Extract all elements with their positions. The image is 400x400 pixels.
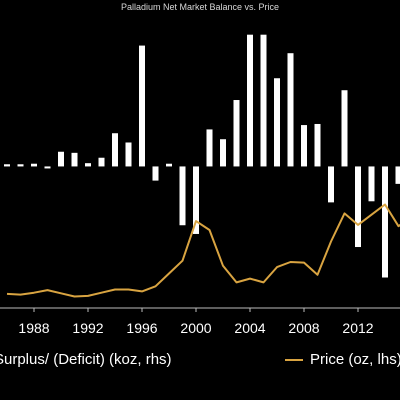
- bar-1989: [44, 166, 51, 169]
- bar-1994: [112, 133, 118, 167]
- bar-1996: [139, 45, 145, 167]
- x-tick-label-2000: 2000: [180, 320, 211, 336]
- bar-2000: [193, 166, 199, 234]
- bar-2014: [382, 166, 388, 278]
- bar-1987: [17, 164, 24, 167]
- x-tick-label-2012: 2012: [342, 320, 373, 336]
- bar-1997: [152, 166, 159, 181]
- bar-1992: [85, 163, 91, 167]
- price-line: [6, 203, 400, 298]
- bar-2004: [247, 34, 253, 167]
- bar-1991: [71, 152, 78, 167]
- x-tick-label-1992: 1992: [72, 320, 103, 336]
- legend-price: Price (oz, lhs): [285, 351, 400, 368]
- legend-price-swatch: [285, 358, 303, 361]
- bar-2006: [274, 78, 280, 167]
- bar-1990: [58, 151, 64, 167]
- x-tick-label-2008: 2008: [288, 320, 319, 336]
- bar-2005: [260, 34, 267, 167]
- bar-2010: [328, 166, 334, 203]
- legend-price-label: Price (oz, lhs): [310, 351, 400, 368]
- legend-surplus-label: Surplus/ (Deficit) (koz, rhs): [0, 351, 172, 368]
- x-tick-label-2004: 2004: [234, 320, 265, 336]
- bar-2007: [287, 53, 294, 167]
- bar-1995: [125, 142, 132, 167]
- bar-2009: [314, 123, 321, 167]
- chart-title: Palladium Net Market Balance vs. Price: [120, 2, 280, 12]
- legend-surplus: Surplus/ (Deficit) (koz, rhs): [0, 351, 172, 368]
- bar-2008: [301, 125, 307, 167]
- bar-2011: [341, 90, 348, 167]
- bar-2012: [355, 166, 361, 248]
- x-tick-label-1988: 1988: [18, 320, 49, 336]
- bar-1988: [31, 163, 37, 167]
- bar-1993: [98, 157, 105, 167]
- bar-2002: [220, 139, 226, 167]
- bar-2003: [233, 100, 240, 167]
- bar-1986: [4, 164, 10, 167]
- bar-2015: [395, 166, 400, 184]
- bar-1998: [166, 163, 172, 167]
- bar-1999: [179, 166, 186, 226]
- x-tick-label-1996: 1996: [126, 320, 157, 336]
- bar-2013: [368, 166, 375, 202]
- bar-2001: [206, 129, 213, 167]
